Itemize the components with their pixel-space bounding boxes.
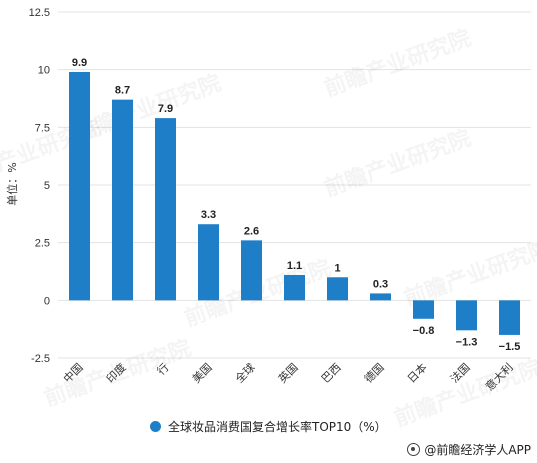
bar-value-label: 7.9: [158, 103, 173, 115]
legend-marker: [150, 420, 161, 432]
bar-1: [112, 99, 133, 301]
bars: [69, 71, 520, 335]
bar-8: [413, 300, 434, 319]
bar-value-label: 3.3: [201, 209, 216, 221]
bar-value-label: 8.7: [115, 85, 130, 97]
y-tick-label: 2.5: [35, 238, 50, 250]
y-tick-label: 10: [38, 65, 50, 77]
bar-5: [284, 274, 305, 301]
bar-value-label: 1.1: [287, 260, 302, 272]
bar-value-label: 2.6: [244, 225, 259, 237]
y-tick-label: 0: [44, 295, 50, 307]
bar-value-label: −0.8: [413, 325, 435, 337]
bar-10: [499, 300, 520, 335]
bar-6: [327, 277, 348, 301]
bar-7: [370, 293, 391, 301]
bar-value-label: 1: [334, 262, 340, 274]
bar-0: [69, 71, 90, 301]
y-tick-label: 7.5: [35, 122, 50, 134]
x-tick-label: 英国: [275, 360, 300, 385]
x-tick-label: 巴西: [320, 362, 344, 386]
bar-9: [456, 300, 477, 331]
bar-value-label: 9.9: [72, 57, 87, 69]
y-tick-label: 12.5: [29, 7, 50, 19]
x-tick-label: 德国: [361, 360, 386, 385]
source-text: @前瞻经济学人APP: [424, 443, 531, 457]
y-axis-ticks: -2.5 0 2.5 5 7.5 10 12.5: [29, 7, 50, 365]
y-tick-label: -2.5: [31, 353, 50, 365]
y-axis-title: 单位：%: [5, 162, 19, 205]
bar-value-labels: 9.9 8.7 7.9 3.3 2.6 1.1 1 0.3 −0.8 −1.3 −1.5: [72, 57, 521, 353]
source-logo-icon: [407, 443, 421, 456]
legend-label: 全球妆品消费国复合增长率TOP10（%）: [168, 419, 387, 434]
watermark-text: 前瞻产业研究院: [321, 25, 475, 102]
bar-3: [198, 224, 219, 301]
x-tick-label: 日本: [404, 360, 429, 385]
bar-value-label: −1.5: [499, 341, 521, 353]
legend: 全球妆品消费国复合增长率TOP10（%）: [150, 416, 387, 436]
bar-value-label: −1.3: [456, 336, 478, 348]
y-tick-label: 5: [44, 180, 50, 192]
bar-4: [241, 240, 262, 301]
x-tick-label: 美国: [190, 361, 215, 386]
watermark-text: 前瞻产业研究院: [321, 125, 475, 202]
bar-2: [155, 118, 176, 301]
x-tick-label: 全球: [232, 360, 257, 385]
bar-value-label: 0.3: [373, 278, 388, 290]
grid-lines: [58, 11, 531, 359]
source-credit: @前瞻经济学人APP: [407, 441, 531, 458]
